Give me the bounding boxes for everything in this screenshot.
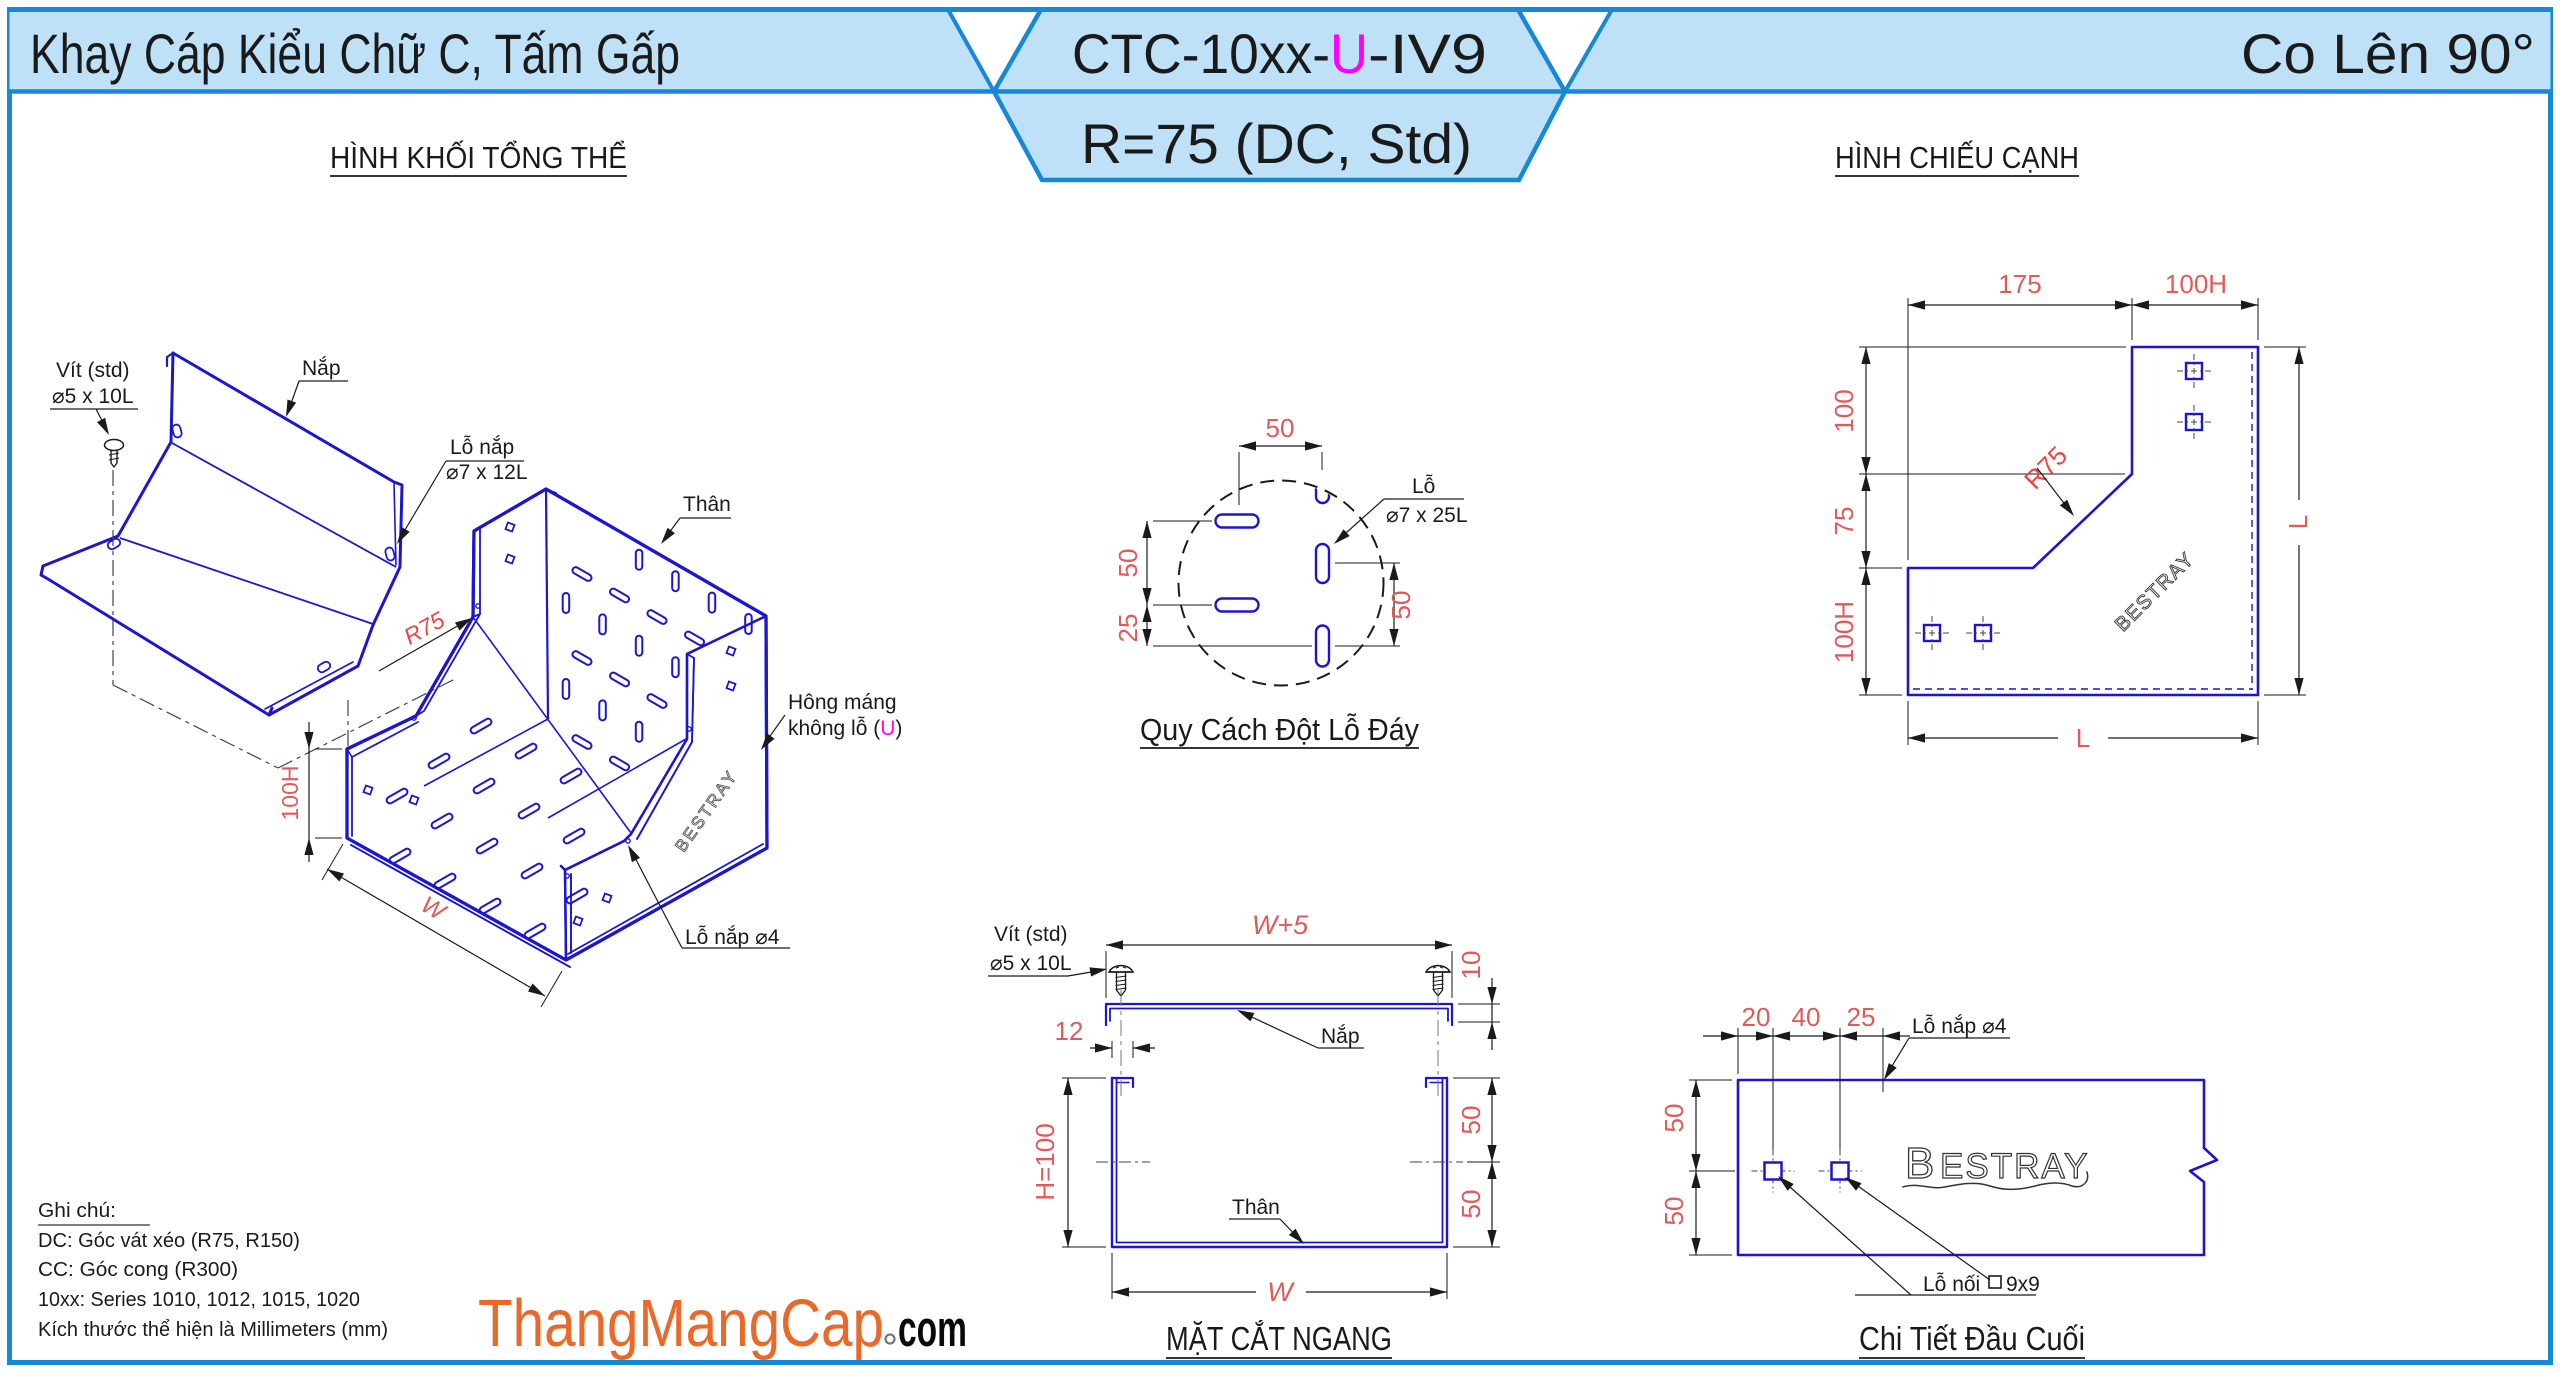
svg-text:com: com [898,1300,967,1357]
svg-text:H=100: H=100 [1030,1123,1060,1200]
svg-text:75: 75 [1829,507,1859,536]
svg-text:Lỗ nắp ⌀4: Lỗ nắp ⌀4 [1912,1015,2007,1038]
svg-text:100H: 100H [2165,269,2227,299]
svg-text:Thân: Thân [683,493,731,516]
svg-text:50: 50 [1659,1104,1689,1133]
svg-text:Nắp: Nắp [1321,1025,1360,1048]
svg-text:50: 50 [1266,413,1295,443]
svg-text:ESTRAY: ESTRAY [1940,1147,2089,1186]
svg-text:Khay Cáp Kiểu Chữ C, Tấm Gấp: Khay Cáp Kiểu Chữ C, Tấm Gấp [30,22,680,85]
svg-text:W+5: W+5 [1252,910,1309,940]
svg-text:Chi Tiết Đầu Cuối: Chi Tiết Đầu Cuối [1859,1320,2085,1357]
svg-text:50: 50 [1113,549,1143,578]
svg-text:Co Lên 90°: Co Lên 90° [2241,22,2535,85]
svg-text:10: 10 [1456,951,1486,980]
svg-text:Lỗ nắp ⌀4: Lỗ nắp ⌀4 [685,926,780,949]
svg-text:10xx: Series 1010, 1012, 1015,: 10xx: Series 1010, 1012, 1015, 1020 [38,1289,360,1311]
svg-text:-IV9: -IV9 [1368,22,1487,85]
svg-text:CTC-10xx-: CTC-10xx- [1072,22,1330,85]
svg-text:Nắp: Nắp [302,357,341,380]
svg-text:MẶT CẮT NGANG: MẶT CẮT NGANG [1166,1320,1392,1357]
svg-text:Lỗ nối: Lỗ nối [1923,1273,1980,1296]
svg-text:⌀5 x 10L: ⌀5 x 10L [990,952,1072,975]
svg-text:Ghi chú:: Ghi chú: [38,1200,116,1222]
svg-text:Vít (std): Vít (std) [994,923,1068,946]
svg-text:L: L [2076,723,2090,753]
svg-text:20: 20 [1742,1002,1771,1032]
svg-text:25: 25 [1847,1002,1876,1032]
svg-text:Lỗ: Lỗ [1412,475,1435,498]
svg-text:50: 50 [1456,1106,1486,1135]
svg-text:⌀7 x 12L: ⌀7 x 12L [446,461,528,484]
svg-text:Vít (std): Vít (std) [56,359,130,382]
svg-text:50: 50 [1386,591,1416,620]
svg-text:B: B [1905,1139,1935,1188]
svg-text:⌀5 x 10L: ⌀5 x 10L [52,385,134,408]
svg-text:Hông máng: Hông máng [788,691,897,714]
svg-text:không lỗ (U): không lỗ (U) [788,717,902,740]
svg-text:175: 175 [1998,269,2041,299]
svg-text:L: L [2283,515,2313,529]
svg-text:9x9: 9x9 [2006,1273,2040,1296]
svg-text:100H: 100H [1829,601,1859,663]
svg-text:HÌNH KHỐI TỔNG THỂ: HÌNH KHỐI TỔNG THỂ [330,139,627,175]
svg-text:DC: Góc vát xéo (R75, R150): DC: Góc vát xéo (R75, R150) [38,1230,300,1252]
svg-text:U: U [1330,22,1368,85]
svg-text:100: 100 [1829,389,1859,432]
svg-text:50: 50 [1659,1197,1689,1226]
svg-text:Thân: Thân [1232,1196,1280,1219]
svg-text:HÌNH CHIẾU CẠNH: HÌNH CHIẾU CẠNH [1835,140,2079,175]
svg-text:CC: Góc cong (R300): CC: Góc cong (R300) [38,1259,238,1281]
svg-text:W: W [1267,1277,1295,1307]
svg-text:40: 40 [1792,1002,1821,1032]
svg-text:50: 50 [1456,1190,1486,1219]
svg-text:100H: 100H [277,766,303,821]
svg-text:Kích thước thể hiện là Millime: Kích thước thể hiện là Millimeters (mm) [38,1319,388,1341]
svg-text:ThangMangCap: ThangMangCap [478,1286,884,1361]
svg-text:R=75 (DC, Std): R=75 (DC, Std) [1081,112,1472,175]
svg-text:12: 12 [1055,1016,1084,1046]
svg-text:25: 25 [1113,614,1143,643]
svg-text:Quy Cách Đột Lỗ Đáy: Quy Cách Đột Lỗ Đáy [1140,712,1419,747]
svg-text:Lỗ nắp: Lỗ nắp [450,436,514,459]
svg-text:⌀7 x 25L: ⌀7 x 25L [1386,504,1468,527]
